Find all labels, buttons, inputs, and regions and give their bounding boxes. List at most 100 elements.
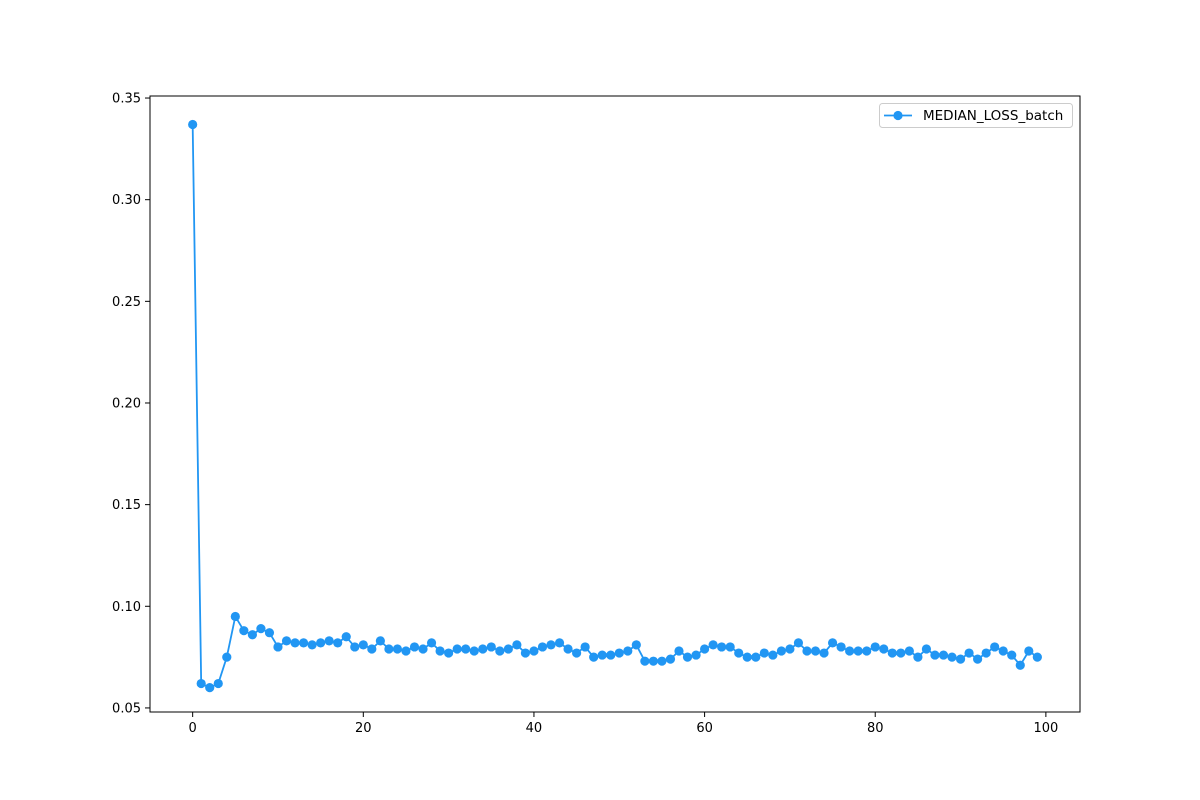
- data-point: [222, 652, 232, 662]
- data-point: [623, 646, 633, 656]
- data-point: [333, 638, 343, 648]
- data-point: [1007, 650, 1017, 660]
- data-point: [1032, 652, 1042, 662]
- data-point: [657, 656, 667, 666]
- legend-box: [879, 103, 1073, 128]
- data-point: [375, 636, 385, 646]
- data-point: [759, 648, 769, 658]
- data-point: [520, 648, 531, 658]
- data-point: [350, 642, 360, 652]
- data-point: [597, 650, 607, 660]
- data-point: [409, 642, 420, 652]
- data-point: [316, 638, 326, 648]
- data-point: [930, 650, 940, 660]
- data-point: [913, 652, 923, 662]
- data-point: [512, 640, 522, 650]
- data-point: [298, 638, 309, 648]
- data-point: [1015, 660, 1025, 670]
- legend-marker-swatch: [893, 110, 903, 121]
- data-point: [444, 648, 454, 658]
- data-point: [648, 656, 658, 666]
- data-point: [589, 652, 599, 662]
- data-point: [836, 642, 846, 652]
- data-point: [256, 624, 266, 634]
- data-point: [341, 632, 351, 642]
- x-tick-label: 0: [189, 721, 197, 736]
- data-point: [273, 642, 283, 652]
- data-point: [990, 642, 1000, 652]
- data-point: [751, 652, 761, 662]
- data-point: [461, 644, 471, 654]
- data-point: [188, 119, 198, 130]
- x-tick-label: 80: [867, 721, 884, 736]
- data-point: [401, 646, 411, 656]
- data-point: [264, 628, 275, 638]
- data-point: [392, 644, 403, 654]
- data-point: [802, 646, 812, 656]
- data-point: [478, 644, 488, 654]
- data-point: [384, 644, 394, 654]
- data-point: [862, 646, 872, 656]
- data-point: [290, 638, 300, 648]
- data-point: [742, 652, 752, 662]
- data-point: [691, 650, 701, 660]
- x-tick-label: 60: [696, 721, 713, 736]
- data-point: [793, 638, 804, 648]
- y-tick-label: 0.20: [112, 396, 141, 411]
- data-point: [785, 644, 795, 654]
- data-point: [230, 611, 240, 622]
- data-point: [845, 646, 855, 656]
- data-point: [631, 640, 641, 650]
- data-point: [213, 678, 223, 689]
- data-point: [708, 640, 718, 650]
- data-point: [247, 630, 257, 640]
- data-point: [887, 648, 897, 658]
- data-point: [665, 654, 676, 664]
- data-point: [435, 646, 445, 656]
- data-point: [725, 642, 735, 652]
- legend-label: MEDIAN_LOSS_batch: [923, 108, 1063, 124]
- data-point: [324, 636, 334, 646]
- y-tick-label: 0.30: [112, 193, 141, 208]
- data-point: [964, 648, 974, 658]
- data-point: [734, 648, 744, 658]
- y-tick-label: 0.05: [112, 701, 141, 716]
- data-point: [418, 644, 428, 654]
- x-tick-label: 20: [355, 721, 372, 736]
- data-point: [563, 644, 573, 654]
- data-point: [495, 646, 505, 656]
- data-point: [205, 683, 215, 693]
- data-point: [614, 648, 624, 658]
- data-point: [239, 626, 249, 636]
- data-point: [640, 656, 650, 666]
- data-point: [998, 646, 1008, 656]
- data-point: [486, 642, 496, 652]
- data-point: [896, 648, 906, 658]
- data-point: [546, 640, 556, 650]
- data-point: [879, 644, 889, 654]
- data-point: [196, 678, 206, 689]
- data-point: [827, 638, 838, 648]
- data-point: [469, 646, 479, 656]
- data-point: [529, 646, 539, 656]
- y-tick-label: 0.15: [112, 498, 141, 513]
- data-point: [938, 650, 949, 660]
- data-point: [921, 644, 932, 654]
- data-point: [776, 646, 786, 656]
- data-point: [810, 646, 821, 656]
- data-point: [955, 654, 966, 664]
- x-tick-label: 100: [1033, 721, 1058, 736]
- data-point: [699, 644, 710, 654]
- data-point: [768, 650, 778, 660]
- data-point: [281, 636, 292, 646]
- data-point: [554, 638, 565, 648]
- plot-area: [188, 119, 1042, 693]
- y-tick-label: 0.10: [112, 600, 141, 615]
- y-tick-label: 0.35: [112, 92, 141, 107]
- data-point: [606, 650, 616, 660]
- axes: 0 20 40 60 80 100 0.05 0.10 0.15 0.20 0.25 0.30 0.35: [112, 92, 1081, 736]
- data-point: [682, 652, 693, 662]
- data-point: [870, 642, 880, 652]
